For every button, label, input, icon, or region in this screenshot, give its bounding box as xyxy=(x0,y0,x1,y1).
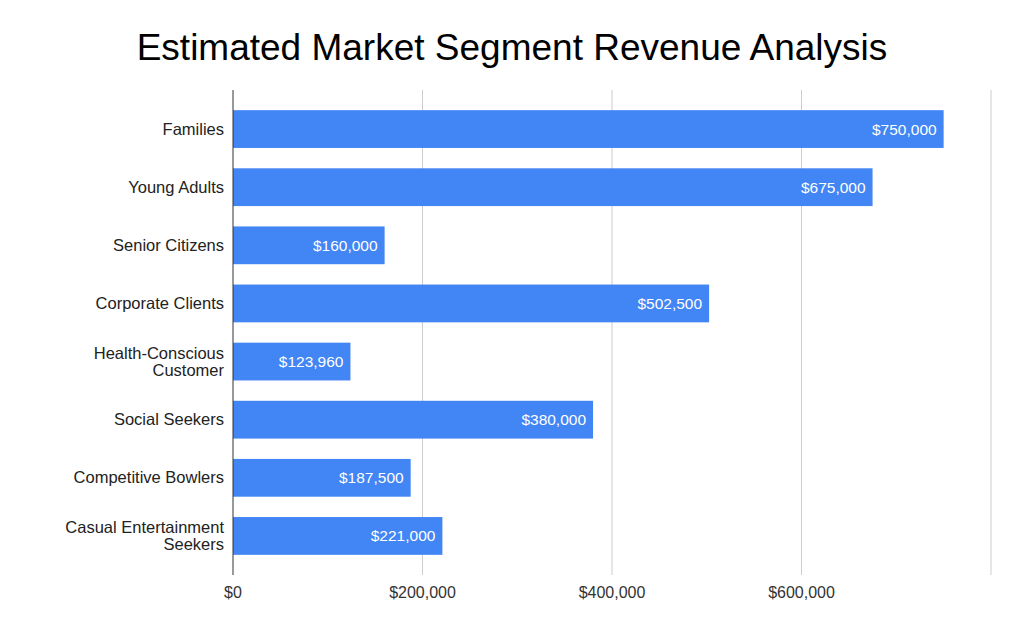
category-label: Casual EntertainmentSeekers xyxy=(65,518,224,553)
category-label-line: Competitive Bowlers xyxy=(74,468,224,486)
x-tick-labels: $0 $200,000 $400,000 $600,000 xyxy=(224,584,835,601)
category-label-line: Casual Entertainment xyxy=(65,518,224,536)
category-labels: Families Young Adults Senior Citizens Corpo… xyxy=(65,120,224,553)
grid xyxy=(423,90,802,575)
bar xyxy=(233,285,709,323)
data-label: $380,000 xyxy=(521,411,586,428)
data-label: $675,000 xyxy=(801,179,866,196)
category-label: Senior Citizens xyxy=(113,236,224,254)
bar xyxy=(233,517,442,555)
data-label: $502,500 xyxy=(637,295,702,312)
grid-line xyxy=(612,90,613,575)
x-tick-label: $0 xyxy=(224,584,242,601)
grid-line xyxy=(801,90,802,575)
x-tick-label: $200,000 xyxy=(389,584,456,601)
category-label: Competitive Bowlers xyxy=(74,468,224,486)
category-label: Young Adults xyxy=(128,178,224,196)
data-label: $750,000 xyxy=(872,121,937,138)
category-label-line: Health-Conscious xyxy=(94,344,224,362)
data-label: $221,000 xyxy=(371,527,436,544)
category-label: Families xyxy=(163,120,224,138)
x-tick-label: $600,000 xyxy=(768,584,835,601)
data-label: $187,500 xyxy=(339,469,404,486)
category-label-line: Customer xyxy=(152,361,224,379)
category-label: Social Seekers xyxy=(114,410,224,428)
category-label: Health-ConsciousCustomer xyxy=(94,344,225,379)
chart-title: Estimated Market Segment Revenue Analysi… xyxy=(137,27,888,68)
bar xyxy=(233,459,411,497)
chart: Estimated Market Segment Revenue Analysi… xyxy=(0,0,1024,634)
category-label: Corporate Clients xyxy=(96,294,224,312)
data-labels: $750,000 $675,000 $160,000 $502,500 $123,960… xyxy=(279,121,937,545)
bar xyxy=(233,401,593,439)
bar xyxy=(233,168,873,206)
category-label-line: Corporate Clients xyxy=(96,294,224,312)
bars xyxy=(233,110,944,555)
category-label-line: Senior Citizens xyxy=(113,236,224,254)
range-end-line xyxy=(991,90,992,575)
bar xyxy=(233,226,385,264)
x-tick-label: $400,000 xyxy=(579,584,646,601)
bar xyxy=(233,343,350,381)
category-label-line: Young Adults xyxy=(128,178,224,196)
y-axis-line xyxy=(233,90,234,575)
data-label: $123,960 xyxy=(279,353,344,370)
category-label-line: Families xyxy=(163,120,224,138)
category-label-line: Social Seekers xyxy=(114,410,224,428)
grid-line xyxy=(422,90,423,575)
data-label: $160,000 xyxy=(313,237,378,254)
bar xyxy=(233,110,944,148)
category-label-line: Seekers xyxy=(163,535,224,553)
